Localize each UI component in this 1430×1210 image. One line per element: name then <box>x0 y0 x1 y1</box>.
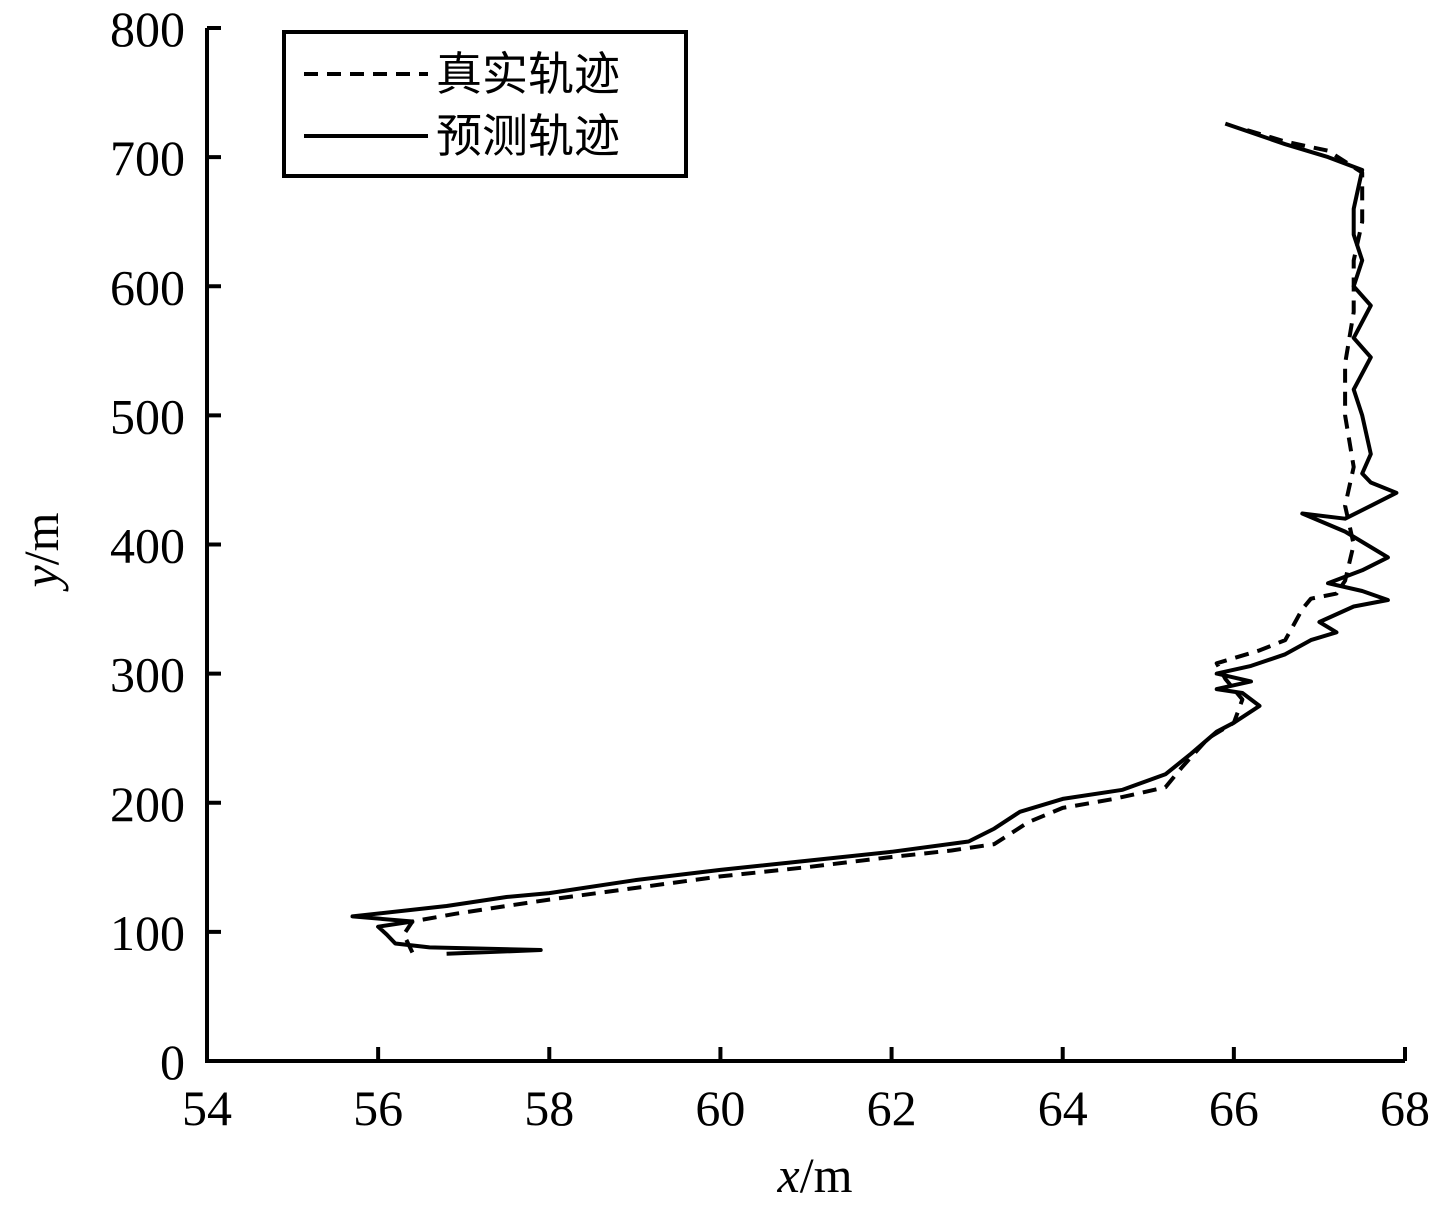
predicted-trajectory-line <box>350 121 1399 956</box>
y-tick-label: 200 <box>110 776 185 832</box>
axes: 54 56 58 60 62 64 66 68 0 100 200 300 400 500 600 700 80… <box>110 1 1430 1136</box>
y-tick-label: 800 <box>110 1 185 57</box>
y-tick-label: 300 <box>110 647 185 703</box>
y-tick-label: 0 <box>160 1034 185 1090</box>
y-tick-label: 400 <box>110 518 185 574</box>
legend-label: 真实轨迹 <box>436 47 620 101</box>
x-tick-label: 66 <box>1209 1080 1259 1136</box>
x-axis-label: x/m <box>777 1147 853 1203</box>
y-axis-unit: /m <box>13 512 69 565</box>
true-trajectory-line <box>401 126 1365 954</box>
x-tick-label: 62 <box>867 1080 917 1136</box>
x-tick-label: 64 <box>1038 1080 1088 1136</box>
legend-box <box>282 30 688 178</box>
x-tick-label: 60 <box>695 1080 745 1136</box>
x-axis-variable: x <box>777 1147 800 1203</box>
x-tick-label: 56 <box>353 1080 403 1136</box>
y-axis-label: y/m <box>13 512 69 592</box>
y-tick-label: 700 <box>110 130 185 186</box>
y-tick-label: 100 <box>110 905 185 961</box>
x-tick-label: 58 <box>524 1080 574 1136</box>
y-tick-label: 600 <box>110 259 185 315</box>
x-axis-unit: /m <box>800 1147 853 1203</box>
y-axis-variable: y <box>13 565 69 593</box>
x-tick-label: 68 <box>1380 1080 1430 1136</box>
y-tick-label: 500 <box>110 388 185 444</box>
plot-area <box>350 121 1399 956</box>
legend-label: 预测轨迹 <box>436 109 620 163</box>
x-tick-label: 54 <box>182 1080 232 1136</box>
